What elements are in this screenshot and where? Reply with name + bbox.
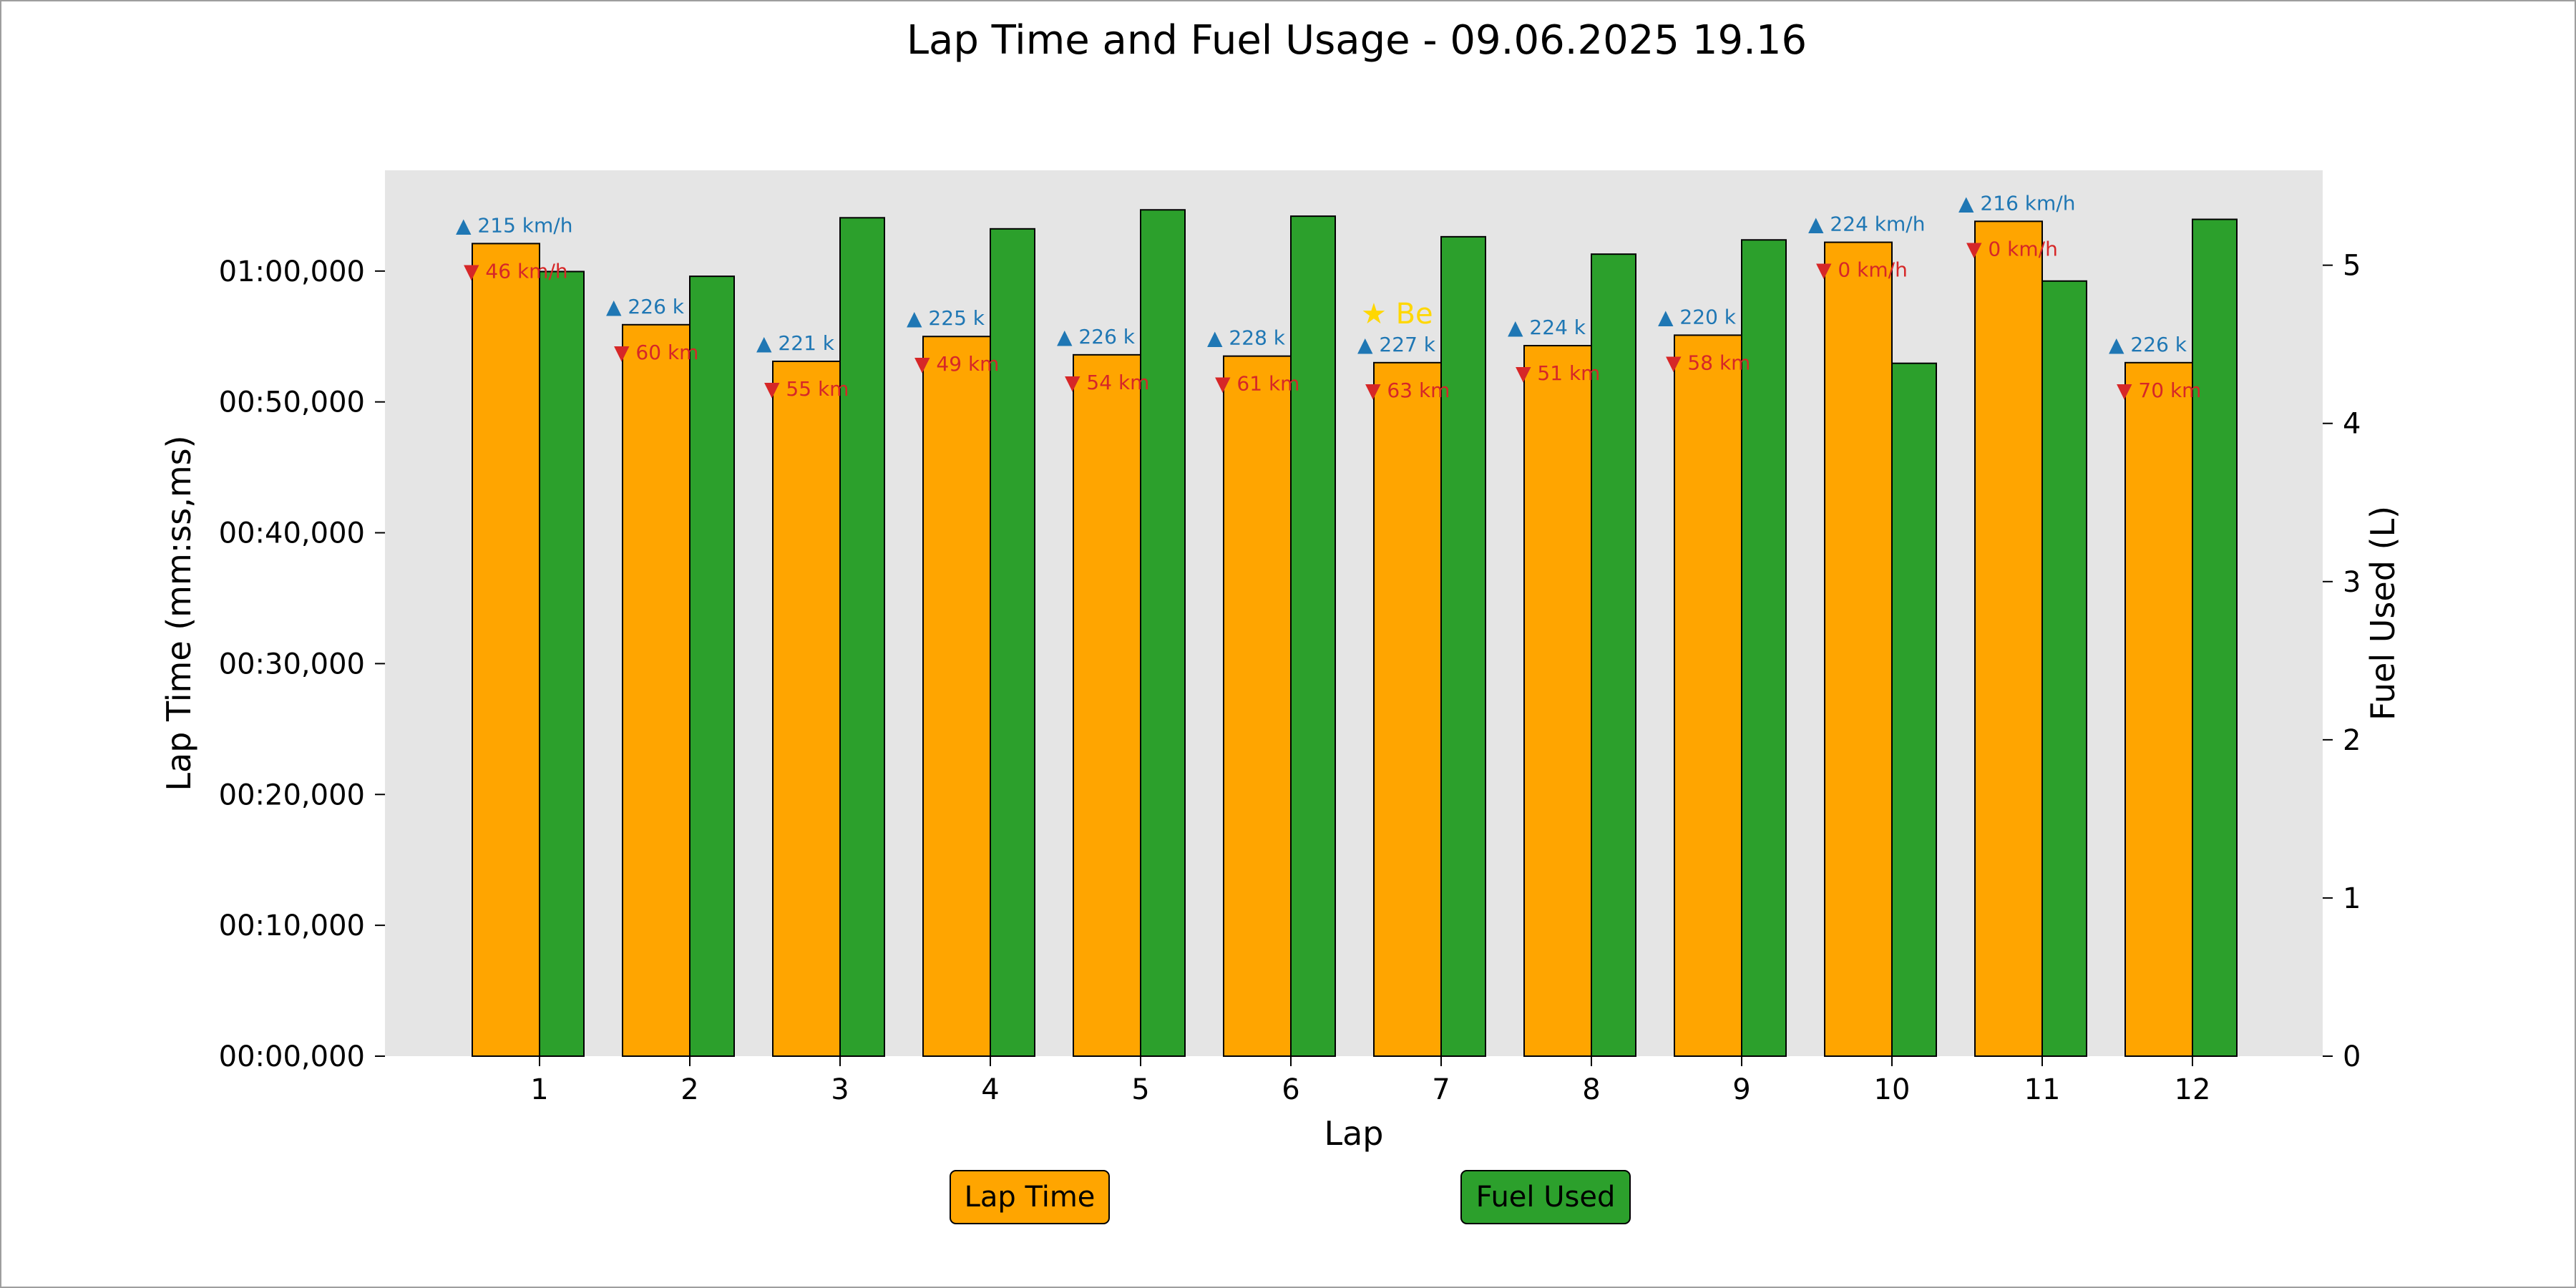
min-speed-label: ▼ 58 km <box>1666 351 1750 374</box>
x-tick-label: 5 <box>1131 1073 1149 1106</box>
lap-time-bar <box>622 323 691 1058</box>
fuel-used-bar <box>539 270 585 1057</box>
speed-annotations: ▲ 215 km/h ▼ 46 km/h ▲ 226 k ▼ 60 km ▲ 221 k… <box>456 191 2201 401</box>
left-y-tick-label: 00:10,000 <box>219 909 365 942</box>
right-y-tick-label: 3 <box>2343 566 2361 599</box>
fuel-used-bar <box>1591 253 1636 1057</box>
min-speed-label: ▼ 0 km/h <box>1966 237 2058 260</box>
x-tick-label: 1 <box>530 1073 548 1106</box>
left-y-tick-label: 00:40,000 <box>219 517 365 550</box>
left-y-tick-label: 00:20,000 <box>219 779 365 811</box>
fuel-used-bar <box>1741 239 1787 1057</box>
x-tick-label: 3 <box>831 1073 849 1106</box>
left-y-tick-label: 00:00,000 <box>219 1040 365 1073</box>
chart-title: Lap Time and Fuel Usage - 09.06.2025 19.… <box>907 17 1807 64</box>
min-speed-label: ▼ 60 km <box>614 341 698 364</box>
fuel-used-bar <box>2041 280 2087 1057</box>
lap-time-bar <box>1824 241 1893 1058</box>
min-speed-label: ▼ 61 km <box>1215 372 1299 396</box>
right-y-axis-label: Fuel Used (L) <box>2363 506 2402 721</box>
right-y-tick-label: 4 <box>2343 408 2361 441</box>
x-tick-label: 12 <box>2175 1073 2211 1106</box>
right-y-tick-label: 1 <box>2343 882 2361 915</box>
lap-time-bar <box>1523 345 1592 1058</box>
legend-fuel-used-box <box>1460 1170 1631 1224</box>
max-speed-label: ▲ 224 km/h <box>1808 213 1925 236</box>
left-y-axis-ticks: 00:00,000 00:10,000 00:20,000 00:30,000 00:4… <box>219 255 385 1073</box>
fuel-used-bar <box>2192 218 2238 1058</box>
min-speed-label: ▼ 51 km <box>1516 361 1600 385</box>
max-speed-label: ▲ 226 k <box>606 295 685 318</box>
left-y-axis-label: Lap Time (mm:ss,ms) <box>160 435 198 791</box>
legend-lap-time: Lap Time <box>950 1170 1110 1224</box>
right-y-axis-ticks: 0 1 2 3 4 5 <box>2323 250 2361 1073</box>
max-speed-label: ▲ 224 k <box>1508 316 1586 339</box>
left-y-tick-label: 00:30,000 <box>219 648 365 680</box>
max-speed-label: ▲ 221 k <box>756 331 835 355</box>
x-tick-label: 8 <box>1582 1073 1600 1106</box>
lap-time-bar <box>472 243 540 1057</box>
right-y-tick-label: 2 <box>2343 724 2361 757</box>
left-y-tick-label: 00:50,000 <box>219 386 365 419</box>
x-tick-label: 2 <box>680 1073 698 1106</box>
min-speed-label: ▼ 49 km <box>914 352 999 376</box>
lap-time-bar <box>2124 361 2193 1058</box>
legend-lap-time-box <box>950 1170 1110 1224</box>
lap-time-bar <box>1223 355 1292 1057</box>
x-tick-label: 6 <box>1282 1073 1299 1106</box>
fuel-used-bar <box>839 217 885 1058</box>
legend-lap-time-label: Lap Time <box>965 1181 1096 1214</box>
fuel-used-bar <box>1290 215 1336 1057</box>
x-tick-label: 7 <box>1432 1073 1450 1106</box>
max-speed-label: ▲ 225 k <box>907 306 985 330</box>
best-lap-marker: ★ Be <box>1361 298 1433 331</box>
x-tick-label: 9 <box>1732 1073 1750 1106</box>
lap-time-bars <box>472 220 2193 1058</box>
min-speed-label: ▼ 46 km/h <box>464 259 568 283</box>
max-speed-label: ▲ 226 k <box>2109 333 2187 356</box>
min-speed-label: ▼ 0 km/h <box>1816 258 1908 282</box>
max-speed-label: ▲ 228 k <box>1207 326 1286 350</box>
max-speed-label: ▲ 226 k <box>1057 325 1136 348</box>
fuel-used-bar <box>1440 235 1486 1058</box>
legend-fuel-used-label: Fuel Used <box>1476 1181 1616 1214</box>
max-speed-label: ▲ 216 km/h <box>1958 191 2075 215</box>
legend-fuel-used: Fuel Used <box>1460 1170 1631 1224</box>
fuel-used-bar <box>1140 209 1186 1058</box>
left-y-tick-label: 01:00,000 <box>219 255 365 288</box>
x-tick-label: 10 <box>1874 1073 1911 1106</box>
fuel-used-bars <box>539 209 2238 1058</box>
min-speed-label: ▼ 55 km <box>764 377 849 401</box>
fuel-used-bar <box>990 228 1035 1058</box>
lap-time-bar <box>922 336 991 1057</box>
x-tick-label: 11 <box>2024 1073 2061 1106</box>
max-speed-label: ▲ 227 k <box>1357 333 1436 356</box>
x-axis-label: Lap <box>1324 1114 1383 1153</box>
lap-time-bar <box>1373 361 1442 1058</box>
lap-time-bar <box>1073 353 1141 1058</box>
x-tick-label: 4 <box>981 1073 999 1106</box>
min-speed-label: ▼ 63 km <box>1365 379 1450 402</box>
lap-time-bar <box>1974 220 2043 1057</box>
max-speed-label: ▲ 220 k <box>1658 305 1737 328</box>
min-speed-label: ▼ 70 km <box>2117 379 2201 402</box>
max-speed-label: ▲ 215 km/h <box>456 213 572 237</box>
lap-time-bar <box>1674 334 1742 1057</box>
x-axis-ticks: 1 2 3 4 5 6 7 8 9 10 11 12 <box>530 1056 2210 1106</box>
fuel-used-bar <box>689 275 735 1058</box>
right-y-tick-label: 0 <box>2343 1040 2361 1073</box>
right-y-tick-label: 5 <box>2343 250 2361 283</box>
min-speed-label: ▼ 54 km <box>1065 371 1149 394</box>
fuel-used-bar <box>1891 362 1937 1057</box>
lap-time-bar <box>772 360 841 1057</box>
